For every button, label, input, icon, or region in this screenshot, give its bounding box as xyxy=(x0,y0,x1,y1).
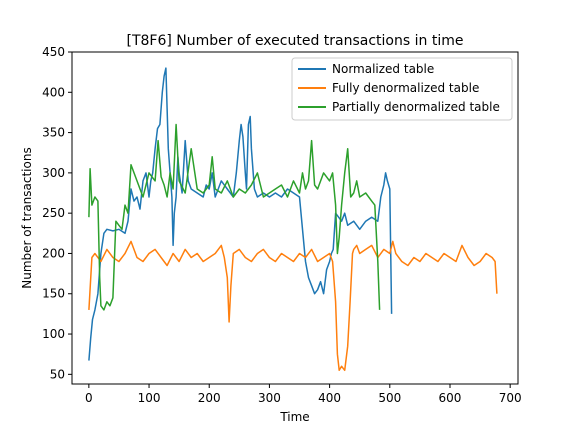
y-tick-label: 50 xyxy=(50,367,65,381)
legend: Normalized table Fully denormalized table… xyxy=(291,57,513,121)
series-layer xyxy=(88,67,498,372)
y-tick-label: 400 xyxy=(42,85,65,99)
x-axis-ticks: 0 100 200 300 400 500 600 700 xyxy=(85,384,522,405)
x-tick-label: 100 xyxy=(138,391,161,405)
chart-title: [T8F6] Number of executed transactions i… xyxy=(127,33,464,49)
y-axis-ticks: 50 100 150 200 250 300 350 400 450 xyxy=(42,45,72,381)
legend-label-2: Partially denormalized table xyxy=(332,100,500,114)
x-tick-label: 0 xyxy=(85,391,93,405)
series-line-1 xyxy=(88,240,498,372)
y-tick-label: 250 xyxy=(42,206,65,220)
legend-label-1: Fully denormalized table xyxy=(332,81,479,95)
series-line-0 xyxy=(88,67,393,361)
series-line-2 xyxy=(88,123,381,311)
y-tick-label: 150 xyxy=(42,287,65,301)
x-tick-label: 500 xyxy=(378,391,401,405)
x-tick-label: 700 xyxy=(499,391,522,405)
plot-frame xyxy=(71,51,519,385)
y-tick-label: 100 xyxy=(42,327,65,341)
y-tick-label: 200 xyxy=(42,246,65,260)
y-axis-label: Number of transactions xyxy=(20,147,34,288)
y-tick-label: 350 xyxy=(42,126,65,140)
x-tick-label: 400 xyxy=(318,391,341,405)
x-tick-label: 600 xyxy=(439,391,462,405)
legend-label-0: Normalized table xyxy=(332,62,434,76)
x-axis-label: Time xyxy=(279,410,309,424)
y-tick-label: 300 xyxy=(42,166,65,180)
y-tick-label: 450 xyxy=(42,45,65,59)
legend-box xyxy=(291,57,513,121)
x-tick-label: 200 xyxy=(198,391,221,405)
x-tick-label: 300 xyxy=(258,391,281,405)
